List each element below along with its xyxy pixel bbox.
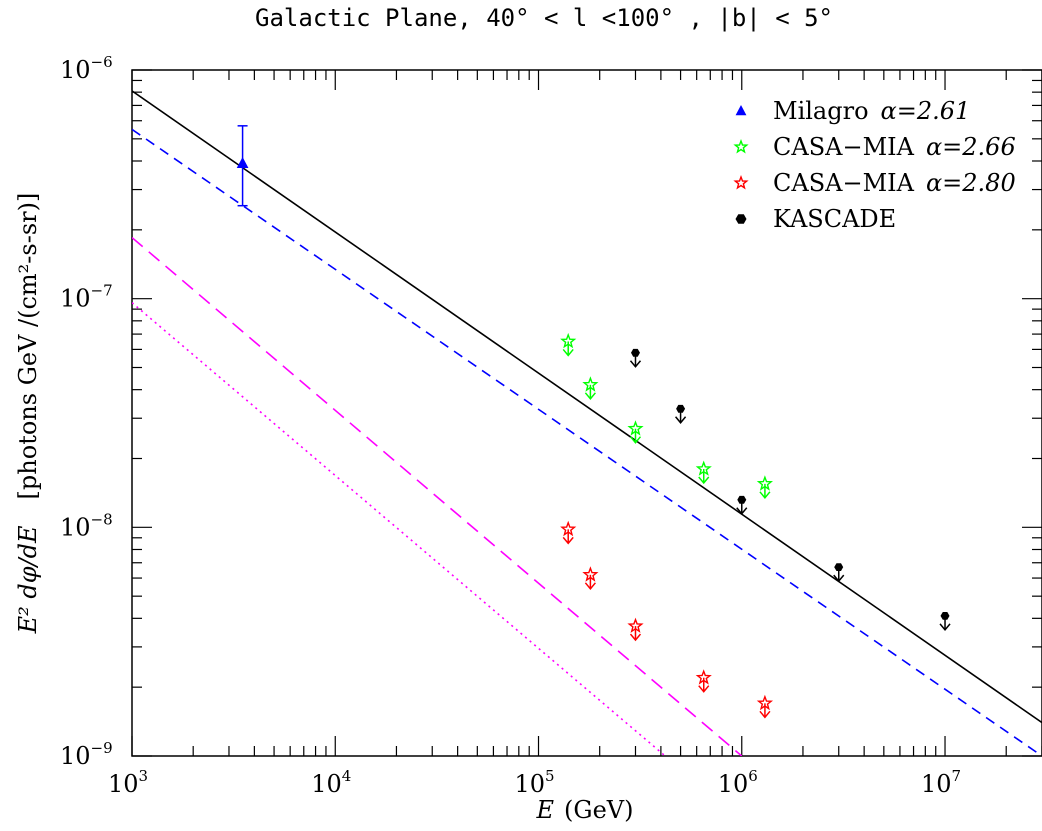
data-point-star: [756, 694, 774, 711]
fit-line-dotted: [132, 302, 666, 756]
upper-limit-arrow: [759, 710, 771, 719]
fit-line-solid: [132, 90, 1042, 724]
data-point-star: [756, 475, 773, 491]
axis-ticks: [131, 69, 1042, 757]
series: [560, 332, 773, 499]
legend-item: KASCADE: [735, 205, 896, 233]
legend-marker-hexagon: [735, 214, 747, 224]
data-point-star: [582, 566, 599, 582]
upper-limit-arrow: [629, 436, 642, 444]
data-point-triangle: [236, 157, 249, 169]
upper-limit-arrow: [833, 574, 845, 583]
upper-limit-arrow: [736, 507, 748, 515]
data-point-star: [627, 420, 644, 436]
legend-marker-star: [733, 175, 749, 190]
y-tick-label: 10−6: [60, 53, 113, 84]
data-point-star: [582, 376, 599, 392]
upper-limit-arrow: [562, 348, 574, 357]
y-tick-label: 10−9: [60, 739, 113, 770]
plot-frame: [131, 69, 1042, 757]
upper-limit-arrow: [562, 536, 574, 545]
y-tick-label: 10−7: [60, 282, 113, 313]
legend-item: CASA−MIA α=2.66: [733, 133, 1016, 161]
upper-limit-arrow: [629, 360, 642, 368]
data-point-hexagon: [834, 563, 844, 571]
upper-limit-arrow: [759, 491, 771, 499]
upper-limit-arrow: [698, 476, 710, 485]
chart-title: Galactic Plane, 40° < l <100° , |b| < 5°: [255, 4, 833, 32]
data-points: [236, 125, 951, 719]
legend-marker-triangle: [735, 105, 747, 116]
data-point-star: [560, 332, 577, 349]
legend-label: CASA−MIA α=2.80: [773, 169, 1016, 197]
upper-limit-arrow: [939, 623, 951, 632]
legend-marker-star: [733, 139, 749, 154]
series: [560, 520, 774, 719]
x-tick-label: 105: [514, 767, 554, 798]
legend-item: Milagro α=2.61: [735, 97, 970, 125]
y-axis-label: E² dφ/dE[photons GeV /(cm²-s-sr)]: [14, 193, 42, 635]
y-tick-label: 10−8: [60, 510, 113, 541]
upper-limit-arrow: [584, 582, 596, 590]
x-tick-label: 106: [718, 767, 758, 798]
series: [236, 125, 249, 207]
upper-limit-arrow: [629, 633, 642, 642]
legend-label: CASA−MIA α=2.66: [773, 133, 1016, 161]
data-point-star: [627, 617, 644, 633]
data-point-hexagon: [940, 612, 950, 620]
upper-limit-arrow: [584, 392, 596, 400]
data-point-star: [695, 669, 712, 685]
fit-line-dashed: [132, 128, 1042, 756]
x-tick-label: 107: [921, 767, 961, 798]
axis-tick-labels: 103 104 105 106 107 10−6 10−7 10−8 10−9: [60, 53, 961, 798]
data-point-hexagon: [631, 348, 640, 357]
data-point-hexagon: [737, 495, 747, 504]
legend-label: KASCADE: [773, 205, 896, 233]
fit-lines: [132, 90, 1042, 756]
legend: Milagro α=2.61 CASA−MIA α=2.66 CASA−MIA α=2.8…: [733, 97, 1016, 233]
x-tick-label: 104: [311, 767, 351, 798]
data-point-star: [695, 460, 712, 476]
fit-line-dashed-long: [132, 236, 743, 756]
x-tick-label: 103: [108, 767, 148, 798]
data-point-hexagon: [676, 404, 686, 413]
upper-limit-arrow: [698, 685, 710, 693]
series: [629, 348, 951, 632]
legend-label: Milagro α=2.61: [773, 97, 970, 125]
x-axis-label: E (GeV): [536, 796, 634, 824]
data-point-star: [560, 520, 577, 537]
legend-item: CASA−MIA α=2.80: [733, 169, 1016, 197]
upper-limit-arrow: [675, 416, 687, 424]
